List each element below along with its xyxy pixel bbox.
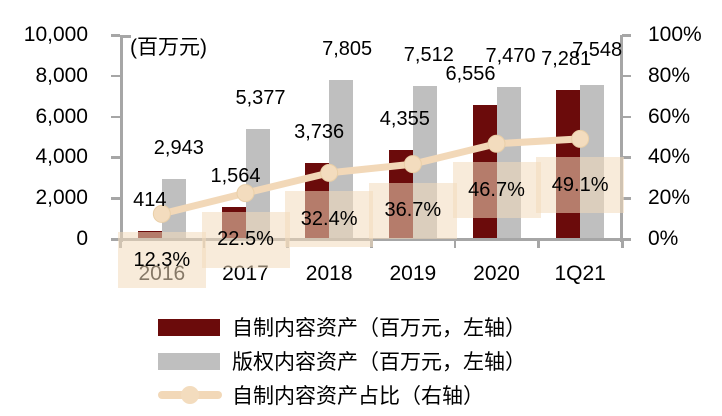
legend-line-marker [181,386,199,404]
legend-item: 自制内容资产（百万元，左轴） [158,310,526,344]
y-axis-right-tick [622,115,631,119]
legend-label: 自制内容资产占比（右轴） [232,385,484,408]
legend-swatch-licensed [158,352,220,370]
percent-label: 49.1% [551,173,609,196]
y-axis-right-tick-label: 100% [648,23,702,46]
bar-value-label-licensed: 7,548 [572,39,623,62]
bar-value-label-self: 414 [133,188,167,211]
bar-value-label-self: 1,564 [210,165,261,188]
legend-label: 版权内容资产（百万元，左轴） [232,351,526,374]
y-axis-top-stub [122,35,131,38]
legend-swatch-self-produced [158,318,220,336]
bar-value-label-licensed: 7,512 [403,43,454,66]
legend-item: 版权内容资产（百万元，左轴） [158,344,526,378]
y-axis-right-line [620,35,623,242]
percent-label-box: 22.5% [201,211,290,268]
percent-label-box: 32.4% [285,191,374,248]
percent-label: 32.4% [300,207,358,230]
bar-value-label-self: 4,355 [379,108,430,131]
x-axis-label: 2019 [389,262,437,285]
percent-label: 12.3% [133,248,191,271]
x-axis-tick [621,241,624,248]
y-axis-right-tick-label: 20% [648,186,691,210]
bar-value-label-self: 6,556 [445,63,496,86]
y-axis-right-tick-label: 80% [648,63,691,87]
percent-label: 36.7% [384,199,442,222]
y-axis-right-tick [622,238,631,241]
percent-label-box: 12.3% [117,232,206,289]
y-axis-left-tick-label: 2,000 [35,186,88,210]
y-axis-right-tick [622,156,631,159]
y-axis-left-tick-label: 4,000 [35,145,88,169]
x-axis-label: 2020 [473,262,520,285]
y-axis-left-tick [111,34,120,37]
percent-label-box: 46.7% [452,162,541,219]
bar-value-label-licensed: 7,470 [485,44,536,67]
y-axis-right-tick [622,197,631,200]
y-axis-left-tick [111,115,120,119]
legend-label: 自制内容资产（百万元，左轴） [232,317,526,340]
y-axis-right-tick [622,34,631,37]
legend-item: 自制内容资产占比（右轴） [158,378,526,412]
percent-label: 46.7% [468,178,525,201]
bar-value-label-licensed: 5,377 [235,87,286,110]
y-axis-right-tick-label: 40% [648,145,691,169]
y-axis-left-tick-label: 8,000 [35,63,88,87]
percent-label: 22.5% [217,228,274,251]
x-axis-label: 2017 [222,262,269,285]
percent-label-box: 36.7% [368,182,457,239]
legend: 自制内容资产（百万元，左轴） 版权内容资产（百万元，左轴） 自制内容资产占比（右轴） [158,310,526,412]
y-axis-left-line [120,35,123,242]
y-axis-right-tick [622,74,631,78]
y-axis-left-tick-label: 0 [76,227,88,250]
y-axis-right-tick-label: 0% [648,227,679,250]
legend-swatch-ratio-line [158,386,222,404]
y-axis-left-tick-label: 6,000 [35,104,88,128]
x-axis-tick [453,241,457,248]
bar-value-label-licensed: 2,943 [153,136,204,159]
x-axis-label: 2018 [305,262,353,285]
y-axis-left-tick [111,238,120,241]
bar-value-label-self: 7,281 [541,48,592,71]
bar-value-label-self: 3,736 [294,120,345,143]
bar-value-label-licensed: 7,805 [322,37,373,60]
y-axis-left-tick [111,156,120,159]
y-axis-right-tick-label: 60% [648,104,691,128]
unit-label: (百万元) [130,36,207,59]
x-axis-tick [537,241,540,248]
y-axis-left-tick [111,74,120,78]
y-axis-left-tick [111,197,120,200]
percent-label-box: 49.1% [536,157,625,214]
x-axis-label: 1Q21 [554,262,606,285]
y-axis-left-tick-label: 10,000 [23,23,88,46]
